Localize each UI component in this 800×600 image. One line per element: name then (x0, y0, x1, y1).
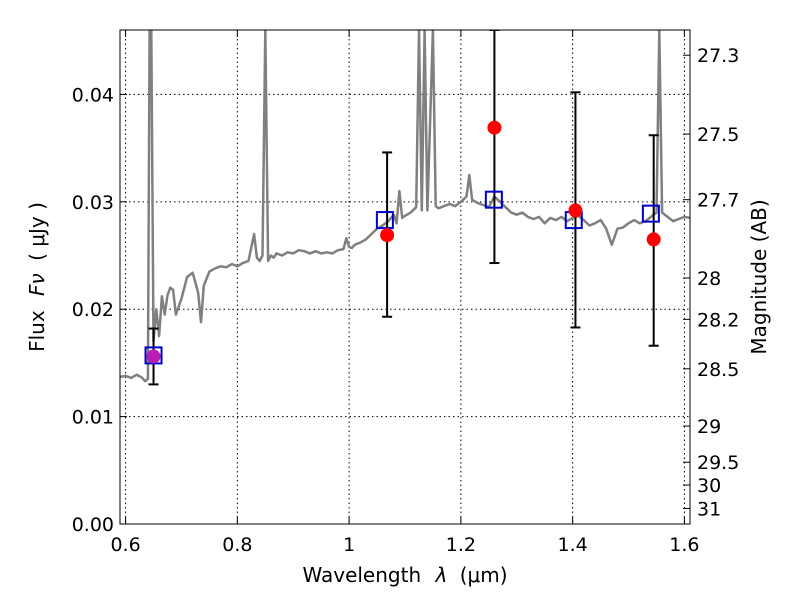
y2-axis-label: Magnitude (AB) (747, 199, 771, 354)
plot-frame (119, 29, 691, 525)
x-tick-label: 0.8 (222, 534, 252, 556)
y-tick-label: 0.04 (72, 84, 114, 106)
observed-point (380, 228, 395, 243)
error-bars (148, 30, 659, 386)
y2-tick-label: 27.7 (697, 190, 739, 212)
y2-tick-label: 28.2 (697, 309, 739, 331)
y-tick-label: 0.03 (72, 192, 114, 214)
spectrum (120, 30, 690, 383)
x-tick-label: 0.6 (110, 534, 140, 556)
y-axis-label-symbol: Fν (25, 273, 49, 296)
x-tick-label: 1.6 (669, 534, 699, 556)
axis-ticks: 0.6 0.8 1 1.2 1.4 1.6 0.00 0.01 0.02 0.03 0.04 27.3… (72, 30, 739, 556)
model-box (484, 190, 503, 209)
x-axis-label-symbol: λ (435, 563, 448, 587)
y2-tick-label: 29 (697, 416, 721, 438)
x-axis-label-unit: (μm) (460, 563, 508, 587)
y2-tick-label: 28 (697, 268, 721, 290)
y2-tick-label: 29.5 (697, 452, 739, 474)
observed-points (146, 120, 661, 364)
observed-point (146, 349, 161, 364)
y2-tick-label: 30 (697, 475, 721, 497)
error-bar (489, 30, 500, 265)
observed-point (646, 232, 661, 247)
y2-tick-label: 27.3 (697, 45, 739, 67)
x-axis-label-text: Wavelength (302, 563, 421, 587)
observed-point (568, 203, 583, 218)
model-boxes (144, 190, 660, 365)
y-tick-label: 0.00 (72, 514, 114, 536)
x-tick-label: 1.4 (558, 534, 588, 556)
x-tick-label: 1 (343, 534, 355, 556)
y-tick-label: 0.02 (72, 299, 114, 321)
y-axis-label-text: Flux (25, 310, 49, 352)
model-box (375, 211, 394, 230)
y2-tick-label: 31 (697, 498, 721, 520)
y-tick-label: 0.01 (72, 407, 114, 429)
x-tick-label: 1.2 (446, 534, 476, 556)
y-axis-label-unit: ( μJy ) (25, 202, 49, 261)
observed-point (487, 120, 502, 135)
spectrum-line (120, 30, 690, 383)
y2-tick-label: 27.5 (697, 124, 739, 146)
grid-lines (120, 30, 690, 524)
y2-tick-label: 28.5 (697, 359, 739, 381)
model-box (641, 204, 660, 223)
x-axis-label: Wavelength λ (μm) (302, 563, 507, 587)
y-axis-label: Flux Fν ( μJy ) (25, 202, 49, 352)
